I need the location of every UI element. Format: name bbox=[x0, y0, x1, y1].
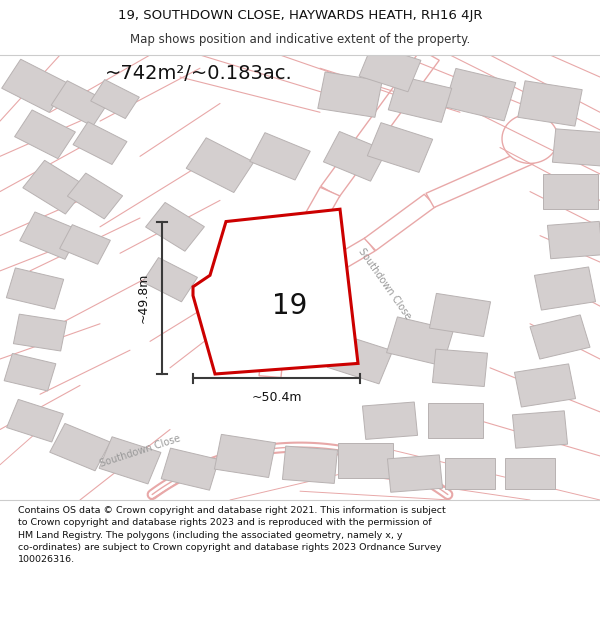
Text: 19: 19 bbox=[272, 292, 308, 320]
Polygon shape bbox=[512, 411, 568, 448]
Polygon shape bbox=[505, 458, 555, 489]
Text: Contains OS data © Crown copyright and database right 2021. This information is : Contains OS data © Crown copyright and d… bbox=[18, 506, 446, 564]
Polygon shape bbox=[359, 44, 421, 92]
Polygon shape bbox=[270, 188, 340, 284]
Polygon shape bbox=[386, 317, 454, 366]
Polygon shape bbox=[143, 258, 197, 302]
Polygon shape bbox=[518, 81, 582, 126]
Polygon shape bbox=[91, 79, 139, 119]
Polygon shape bbox=[321, 50, 439, 197]
Polygon shape bbox=[547, 221, 600, 259]
Text: Map shows position and indicative extent of the property.: Map shows position and indicative extent… bbox=[130, 33, 470, 46]
Polygon shape bbox=[323, 131, 386, 181]
Polygon shape bbox=[23, 161, 87, 214]
Polygon shape bbox=[445, 458, 495, 489]
Polygon shape bbox=[514, 364, 575, 407]
Polygon shape bbox=[7, 268, 64, 309]
Polygon shape bbox=[430, 293, 491, 336]
Text: ~50.4m: ~50.4m bbox=[251, 391, 302, 404]
Polygon shape bbox=[553, 129, 600, 166]
Polygon shape bbox=[99, 437, 161, 484]
Text: ~49.8m: ~49.8m bbox=[137, 273, 150, 323]
Polygon shape bbox=[161, 448, 219, 490]
Polygon shape bbox=[259, 279, 291, 378]
Polygon shape bbox=[67, 173, 122, 219]
Polygon shape bbox=[20, 212, 80, 259]
Polygon shape bbox=[193, 209, 358, 374]
Polygon shape bbox=[50, 424, 110, 471]
Polygon shape bbox=[433, 349, 488, 386]
Polygon shape bbox=[427, 403, 482, 438]
Polygon shape bbox=[337, 442, 392, 478]
Polygon shape bbox=[426, 149, 534, 208]
Polygon shape bbox=[51, 81, 109, 126]
Text: Southdown Close: Southdown Close bbox=[357, 247, 413, 321]
Polygon shape bbox=[214, 434, 275, 478]
Polygon shape bbox=[146, 202, 205, 251]
Polygon shape bbox=[535, 267, 596, 310]
Polygon shape bbox=[7, 399, 64, 442]
Polygon shape bbox=[502, 114, 558, 163]
Polygon shape bbox=[388, 455, 443, 493]
Polygon shape bbox=[283, 446, 338, 483]
Polygon shape bbox=[364, 194, 436, 251]
Polygon shape bbox=[2, 59, 68, 112]
Polygon shape bbox=[444, 68, 516, 121]
Polygon shape bbox=[4, 354, 56, 391]
Polygon shape bbox=[362, 402, 418, 439]
Polygon shape bbox=[250, 132, 310, 180]
Polygon shape bbox=[388, 76, 452, 122]
Text: Southdown Close: Southdown Close bbox=[98, 434, 182, 469]
Polygon shape bbox=[14, 110, 76, 159]
Polygon shape bbox=[13, 314, 67, 351]
Text: 19, SOUTHDOWN CLOSE, HAYWARDS HEATH, RH16 4JR: 19, SOUTHDOWN CLOSE, HAYWARDS HEATH, RH1… bbox=[118, 9, 482, 22]
Polygon shape bbox=[59, 224, 110, 264]
Text: ~742m²/~0.183ac.: ~742m²/~0.183ac. bbox=[105, 64, 293, 82]
Polygon shape bbox=[530, 315, 590, 359]
Polygon shape bbox=[542, 174, 598, 209]
Polygon shape bbox=[367, 122, 433, 172]
Polygon shape bbox=[275, 238, 375, 304]
Polygon shape bbox=[186, 138, 254, 192]
Polygon shape bbox=[318, 72, 382, 118]
Polygon shape bbox=[73, 122, 127, 164]
Polygon shape bbox=[328, 334, 392, 384]
